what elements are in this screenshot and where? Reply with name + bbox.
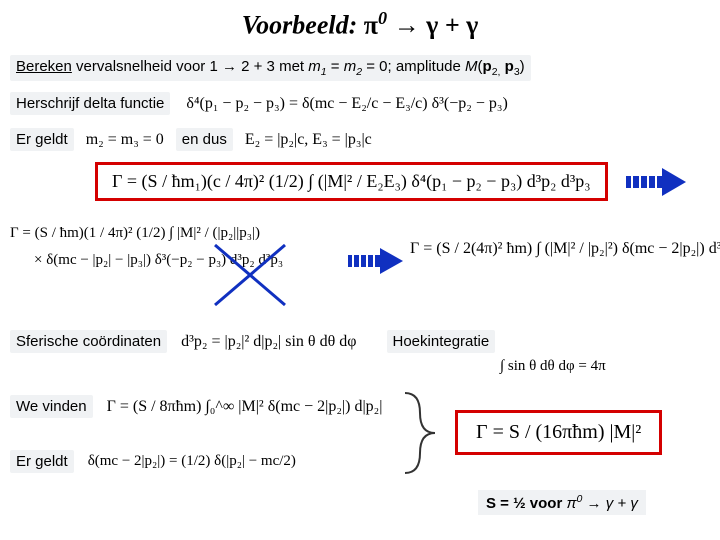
arrow-middle-icon — [348, 248, 403, 274]
footnote-plus: + — [613, 495, 630, 512]
cross-icon — [210, 240, 290, 310]
herschrijf-row: Herschrijf delta functie δ⁴(p₁ − p₂ − p₃… — [10, 92, 710, 115]
herschrijf-label: Herschrijf delta functie — [10, 92, 170, 115]
footnote-arrow: → — [582, 495, 605, 512]
bereken-text: Bereken vervalsnelheid voor 1 → 2 + 3 me… — [10, 55, 531, 81]
sferisch-row: Sferische coördinaten d³p₂ = |p₂|² d|p₂|… — [10, 330, 710, 353]
arrow-right-icon — [626, 168, 686, 196]
brace-icon — [400, 388, 440, 478]
paren-close: ) — [520, 58, 525, 75]
ergeldt2-formula: δ(mc − 2|p₂|) = (1/2) δ(|p₂| − mc/2) — [88, 453, 296, 470]
bereken-rest-a: vervalsnelheid voor 1 → 2 + 3 met — [72, 58, 308, 75]
m2: m — [344, 58, 357, 75]
p2: p — [483, 58, 492, 75]
herschrijf-formula: δ⁴(p₁ − p₂ − p₃) = δ(mc − E₂/c − E₃/c) δ… — [186, 95, 507, 113]
hoekintegratie-label: Hoekintegratie — [387, 330, 496, 353]
title-arrow: → — [387, 11, 426, 40]
gamma-right-formula: Γ = (S / 2(4π)² ħm) ∫ (|M|² / |p₂|²) δ(m… — [410, 240, 720, 258]
bereken-row: Bereken vervalsnelheid voor 1 → 2 + 3 me… — [10, 55, 710, 81]
slide-title: Voorbeeld: π0 → γ + γ — [0, 0, 720, 41]
sferisch-label: Sferische coördinaten — [10, 330, 167, 353]
gamma-left-line2: × δ(mc − |p₂| − |p₃|) δ³(−p₂ − p₃) d³p₂ … — [10, 252, 340, 269]
hoekintegratie-formula: ∫ sin θ dθ dφ = 4π — [500, 358, 606, 375]
bereken-underlined: Bereken — [16, 58, 72, 75]
ergeldt1-row: Er geldt m₂ = m₃ = 0 en dus E₂ = |p₂|c, … — [10, 128, 710, 151]
title-plus: + — [438, 11, 466, 40]
gamma-left-block: Γ = (S / ħm)(1 / 4π)² (1/2) ∫ |M|² / (|p… — [10, 225, 340, 269]
wevinden-label: We vinden — [10, 395, 93, 418]
m1: m — [308, 58, 321, 75]
pi-symbol: π — [364, 11, 378, 40]
wevinden-formula: Γ = (S / 8πħm) ∫₀^∞ |M|² δ(mc − 2|p₂|) d… — [107, 398, 383, 416]
ergeldt1-f1: m₂ = m₃ = 0 — [86, 131, 164, 149]
footnote-pi: π — [566, 495, 576, 512]
title-prefix: Voorbeeld: — [242, 11, 364, 40]
ergeldt2-label: Er geldt — [10, 450, 74, 473]
p3: p — [505, 58, 514, 75]
eq2: = 0; amplitude — [362, 58, 465, 75]
final-box-formula: Γ = S / (16πħm) |M|² — [455, 410, 662, 455]
gamma-boxed-formula: Γ = (S / ħm₁)(c / 4π)² (1/2) ∫ (|M|² / E… — [95, 162, 608, 201]
gamma-boxed-row: Γ = (S / ħm₁)(c / 4π)² (1/2) ∫ (|M|² / E… — [95, 162, 710, 201]
gamma1: γ — [426, 11, 438, 40]
footnote-box: S = ½ voor π0 → γ + γ — [478, 490, 646, 515]
final-box-wrap: Γ = S / (16πħm) |M|² — [455, 410, 662, 455]
gamma-right-block: Γ = (S / 2(4π)² ħm) ∫ (|M|² / |p₂|²) δ(m… — [410, 240, 720, 258]
gamma2: γ — [466, 11, 478, 40]
footnote-g2: γ — [630, 495, 638, 512]
gamma-left-line1: Γ = (S / ħm)(1 / 4π)² (1/2) ∫ |M|² / (|p… — [10, 225, 340, 242]
footnote-a: S = ½ voor — [486, 495, 566, 512]
bigM: M — [465, 58, 478, 75]
sferisch-formula: d³p₂ = |p₂|² d|p₂| sin θ dθ dφ — [181, 333, 356, 351]
ergeldt1-label: Er geldt — [10, 128, 74, 151]
title-sup: 0 — [378, 8, 387, 28]
ergeldt1-f2: E₂ = |p₂|c, E₃ = |p₃|c — [245, 131, 372, 149]
ergeldt1-mid: en dus — [176, 128, 233, 151]
eq1: = — [327, 58, 344, 75]
